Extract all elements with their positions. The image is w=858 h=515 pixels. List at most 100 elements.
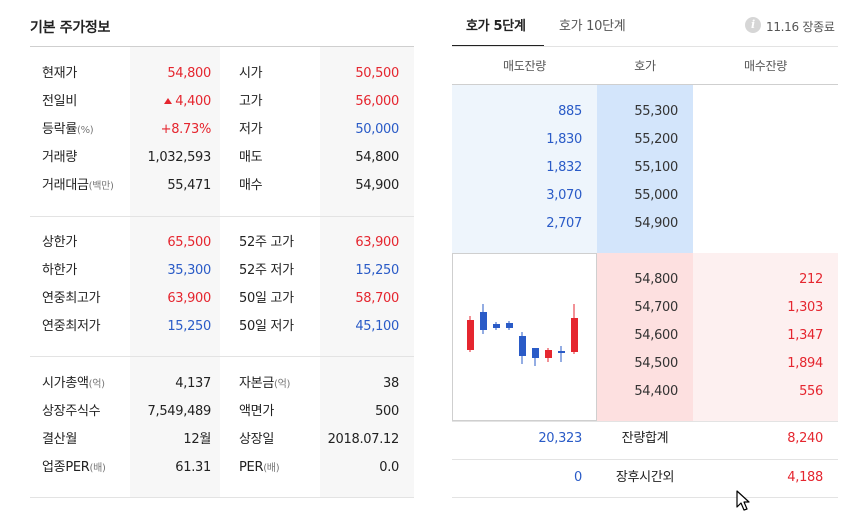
total-bid-volume: 8,240 bbox=[787, 431, 823, 446]
bid-volume: 1,347 bbox=[787, 328, 823, 343]
info-value: 7,549,489 bbox=[148, 402, 212, 422]
candle-body bbox=[480, 312, 487, 330]
info-value: 58,700 bbox=[355, 291, 399, 306]
ask-price[interactable]: 55,000 bbox=[634, 188, 678, 203]
ask-price[interactable]: 55,200 bbox=[634, 132, 678, 147]
value-text: 4,400 bbox=[175, 94, 211, 109]
bid-volume: 556 bbox=[799, 384, 823, 399]
info-value: 54,900 bbox=[355, 178, 399, 193]
info-value: 1,032,593 bbox=[147, 148, 212, 168]
bid-volume-header: 매수잔량 bbox=[744, 59, 787, 73]
candle-body bbox=[519, 336, 526, 356]
label-text: 결산월 bbox=[42, 432, 77, 447]
label-unit: (%) bbox=[76, 125, 94, 136]
candle-body bbox=[493, 324, 500, 328]
ask-volume: 2,707 bbox=[546, 216, 582, 231]
value-text: 4,137 bbox=[175, 376, 211, 391]
info-value: 500 bbox=[375, 404, 399, 419]
label-text: 상장주식수 bbox=[42, 404, 101, 419]
mini-candle-chart bbox=[452, 253, 597, 421]
info-label: 저가 bbox=[239, 120, 263, 140]
bid-volume: 1,894 bbox=[787, 356, 823, 371]
value-text: 54,800 bbox=[167, 66, 211, 81]
info-label: 52주 고가 bbox=[239, 233, 294, 253]
info-value: 63,900 bbox=[167, 289, 211, 309]
divider bbox=[30, 497, 414, 498]
info-value: 63,900 bbox=[355, 235, 399, 250]
value-text: 1,032,593 bbox=[147, 150, 212, 165]
label-unit: (배) bbox=[89, 463, 106, 474]
ask-volume: 1,830 bbox=[546, 132, 582, 147]
label-text: 등락률 bbox=[42, 122, 77, 137]
bid-price[interactable]: 54,800 bbox=[634, 272, 678, 287]
bid-price[interactable]: 54,700 bbox=[634, 300, 678, 315]
bid-volume-area bbox=[693, 253, 838, 421]
label-text: 매수 bbox=[239, 178, 263, 193]
up-triangle-icon bbox=[164, 98, 173, 104]
ask-price-area bbox=[597, 85, 693, 253]
info-label: 액면가 bbox=[239, 402, 274, 422]
divider bbox=[30, 46, 414, 47]
label-unit: (백만) bbox=[88, 181, 114, 192]
label-text: 상한가 bbox=[42, 235, 77, 250]
bid-price[interactable]: 54,400 bbox=[634, 384, 678, 399]
value-text: 55,471 bbox=[167, 178, 211, 193]
value-column-shade bbox=[130, 47, 220, 497]
info-value: 65,500 bbox=[167, 233, 211, 253]
info-label: 현재가 bbox=[42, 64, 77, 84]
label-text: PER bbox=[239, 460, 264, 475]
label-text: 자본금 bbox=[239, 376, 274, 391]
label-text: 상장일 bbox=[239, 432, 274, 447]
info-label: 하한가 bbox=[42, 261, 77, 281]
info-label: 연중최저가 bbox=[42, 317, 101, 337]
info-value: 61.31 bbox=[175, 458, 211, 478]
mouse-cursor-icon bbox=[736, 490, 750, 511]
label-text: 고가 bbox=[239, 94, 263, 109]
ask-price[interactable]: 55,300 bbox=[634, 104, 678, 119]
bid-price[interactable]: 54,600 bbox=[634, 328, 678, 343]
value-text: 15,250 bbox=[167, 319, 211, 334]
ask-volume: 1,832 bbox=[546, 160, 582, 175]
tab-10-level[interactable]: 호가 10단계 bbox=[559, 19, 626, 34]
info-icon[interactable]: i bbox=[745, 17, 761, 33]
divider bbox=[30, 356, 414, 357]
info-value: 2018.07.12 bbox=[327, 432, 400, 447]
info-label: 자본금(억) bbox=[239, 374, 290, 394]
after-hours-label: 장후시간외 bbox=[615, 470, 675, 485]
info-value: 15,250 bbox=[355, 263, 399, 278]
label-unit: (억) bbox=[88, 379, 105, 390]
value-column-shade-2 bbox=[320, 47, 414, 497]
candle-body bbox=[506, 323, 513, 328]
info-label: 시가 bbox=[239, 64, 263, 84]
ask-price[interactable]: 54,900 bbox=[634, 216, 678, 231]
divider bbox=[452, 421, 838, 422]
info-label: 매도 bbox=[239, 148, 263, 168]
candle-body bbox=[571, 318, 578, 352]
label-text: 연중최고가 bbox=[42, 291, 101, 306]
market-status: 11.16 장종료 bbox=[766, 20, 835, 34]
ask-price[interactable]: 55,100 bbox=[634, 160, 678, 175]
info-label: 상장일 bbox=[239, 430, 274, 450]
candle-body bbox=[558, 351, 565, 353]
info-label: 시가총액(억) bbox=[42, 374, 105, 394]
ask-volume: 3,070 bbox=[546, 188, 582, 203]
candle-body bbox=[532, 348, 539, 358]
label-text: 업종PER bbox=[42, 460, 90, 475]
label-text: 시가총액 bbox=[42, 376, 89, 391]
divider bbox=[452, 497, 838, 498]
info-value: 54,800 bbox=[355, 150, 399, 165]
label-text: 현재가 bbox=[42, 66, 77, 81]
info-value: 55,471 bbox=[167, 176, 211, 196]
bid-volume: 212 bbox=[799, 272, 823, 287]
value-text: 35,300 bbox=[167, 263, 211, 278]
info-value: 45,100 bbox=[355, 319, 399, 334]
info-label: 거래대금(백만) bbox=[42, 176, 114, 196]
candle-chart-svg bbox=[467, 304, 578, 366]
value-text: 65,500 bbox=[167, 235, 211, 250]
tab-5-level[interactable]: 호가 5단계 bbox=[466, 19, 526, 34]
info-value: 35,300 bbox=[167, 261, 211, 281]
label-text: 연중최저가 bbox=[42, 319, 101, 334]
bid-price[interactable]: 54,500 bbox=[634, 356, 678, 371]
divider bbox=[452, 46, 838, 47]
label-text: 액면가 bbox=[239, 404, 274, 419]
